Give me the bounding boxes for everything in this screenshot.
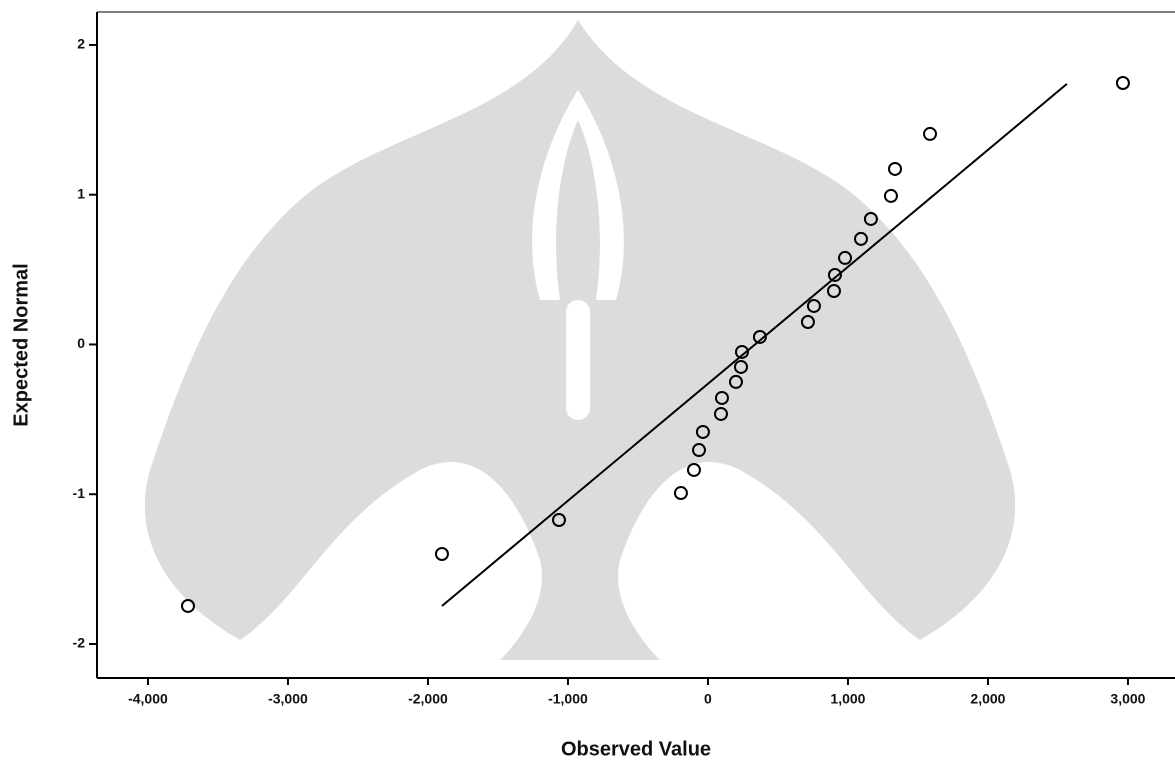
x-tick-label: 3,000 — [1110, 691, 1145, 707]
y-axis-title: Expected Normal — [10, 263, 32, 426]
point — [889, 163, 901, 175]
x-axis-title: Observed Value — [561, 738, 711, 760]
point — [182, 600, 194, 612]
y-tick-label: 1 — [77, 185, 85, 201]
x-tick-label: -2,000 — [408, 691, 448, 707]
x-tick-label: 1,000 — [830, 691, 865, 707]
y-tick-label: -1 — [73, 485, 86, 501]
point — [885, 190, 897, 202]
y-tick-label: 2 — [77, 36, 85, 52]
x-tick-label: -1,000 — [548, 691, 588, 707]
x-tick-label: 0 — [704, 691, 712, 707]
x-tick-label: 2,000 — [970, 691, 1005, 707]
point — [675, 487, 687, 499]
watermark — [145, 20, 1015, 660]
point — [924, 128, 936, 140]
point — [688, 464, 700, 476]
point — [1117, 77, 1129, 89]
y-tick-label: 0 — [77, 335, 85, 351]
y-tick-label: -2 — [73, 635, 86, 651]
x-tick-label: -3,000 — [268, 691, 308, 707]
point — [436, 548, 448, 560]
x-tick-label: -4,000 — [128, 691, 168, 707]
chart: Observed Value Expected Normal -2 -1 0 1 2 -4… — [0, 0, 1175, 763]
